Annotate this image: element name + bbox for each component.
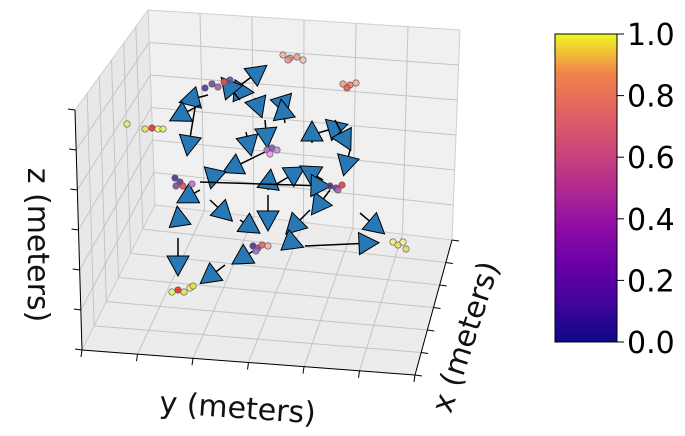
scatter-point: [179, 182, 187, 190]
arrow-head: [243, 94, 267, 119]
colorbar-tick-label: 0.2: [627, 264, 675, 299]
arrow-head: [175, 182, 201, 204]
scatter-point: [220, 78, 228, 86]
arrow-head: [256, 210, 280, 233]
scatter-point: [399, 238, 407, 246]
scatter-point: [284, 56, 292, 64]
scatter-point: [338, 181, 346, 189]
arrow-head: [236, 212, 261, 234]
arrow-head: [337, 153, 361, 177]
colorbar: 0.0 0.2 0.4 0.6 0.8 1.0: [554, 18, 675, 361]
grid-lines: [75, 13, 459, 371]
colorbar-ticks: 0.0 0.2 0.4 0.6 0.8 1.0: [617, 18, 675, 361]
scatter-point: [402, 245, 410, 253]
z-axis-label: z (meters): [20, 168, 55, 323]
scatter-point: [258, 241, 266, 249]
arrow-shaft: [199, 181, 322, 187]
scatter-point: [273, 146, 281, 154]
arrow-head: [281, 166, 306, 188]
scatter-point: [299, 56, 307, 64]
colorbar-tick-label: 0.8: [627, 80, 675, 115]
arrow-head: [310, 173, 333, 198]
scatter-point: [189, 282, 197, 290]
scatter-point: [252, 247, 260, 255]
arrow-head: [330, 126, 352, 152]
y-axis-label: y (meters): [158, 386, 317, 432]
colorbar-tick-label: 0.4: [627, 203, 675, 238]
arrow-head: [178, 85, 202, 109]
scatter-point: [293, 53, 301, 61]
scatter-point: [148, 124, 156, 132]
arrow-head: [178, 133, 203, 157]
colorbar-tick-label: 0.6: [627, 141, 675, 176]
arrow-head: [166, 255, 190, 278]
scatter-point: [159, 125, 167, 133]
scatter-point: [168, 288, 176, 296]
scatter-point: [214, 83, 222, 91]
scatter-point: [171, 174, 179, 182]
colorbar-tick-label: 0.0: [627, 326, 675, 361]
scatter-point: [180, 288, 188, 296]
arrow-head: [300, 119, 324, 142]
colorbar-tick-label: 1.0: [627, 18, 675, 53]
scatter-point: [172, 182, 180, 190]
axis-ticks: [67, 108, 460, 383]
scatter-points: [123, 51, 410, 296]
arrow-head: [280, 228, 305, 251]
arrow-head: [243, 64, 268, 88]
arrow-head: [231, 243, 256, 265]
scatter-point: [174, 286, 182, 294]
arrow-head: [361, 211, 386, 235]
arrow-head: [221, 153, 247, 175]
arrow-head: [209, 198, 234, 222]
arrow-head: [235, 133, 259, 157]
arrow-head: [357, 231, 381, 256]
arrow-head: [310, 191, 334, 216]
arrow-head: [168, 205, 192, 229]
vector-arrows: [166, 64, 386, 285]
scatter-point: [201, 84, 209, 92]
scatter-point: [141, 125, 149, 133]
arrow-shaft: [304, 242, 370, 247]
scatter-point: [352, 79, 360, 87]
scatter-point: [208, 80, 216, 88]
arrow-head: [199, 261, 224, 285]
scatter-point: [279, 51, 287, 59]
scatter-point: [266, 150, 274, 158]
arrow-head: [253, 126, 278, 150]
scatter-point: [334, 186, 342, 194]
scatter-point: [226, 76, 234, 84]
scatter-point: [264, 242, 272, 250]
scatter-point: [343, 84, 351, 92]
axes-panes: [74, 8, 461, 376]
arrow-head: [168, 100, 194, 122]
colorbar-gradient: [554, 33, 618, 343]
scatter-point: [326, 182, 334, 190]
arrow-head: [272, 98, 297, 122]
scatter-point: [188, 180, 196, 188]
arrow-head: [203, 166, 227, 190]
arrow-head: [285, 211, 309, 235]
scatter-point: [123, 120, 131, 128]
